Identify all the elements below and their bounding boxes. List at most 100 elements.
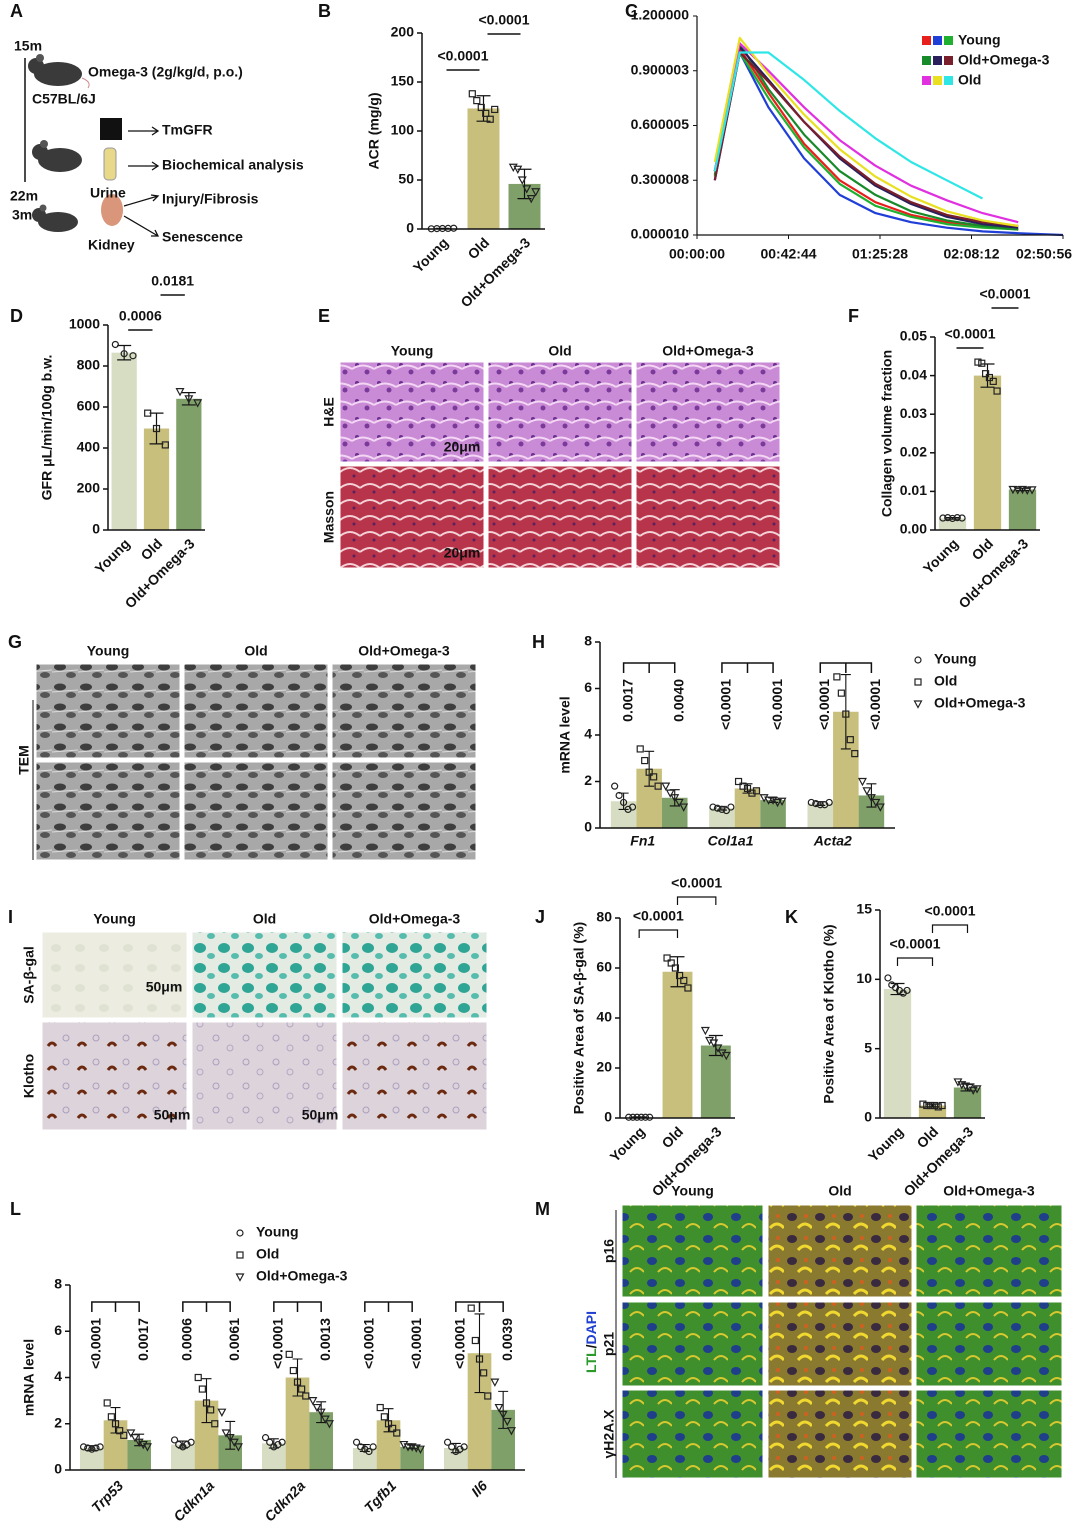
micrograph bbox=[635, 465, 781, 569]
bar bbox=[285, 1377, 310, 1470]
data-point bbox=[875, 803, 885, 812]
data-point bbox=[261, 1434, 270, 1442]
data-point bbox=[450, 224, 458, 232]
significance-bracket bbox=[676, 896, 717, 905]
output-label: Injury/Fibrosis bbox=[162, 191, 259, 207]
micrograph bbox=[915, 1204, 1063, 1298]
data-point bbox=[816, 801, 824, 809]
bar bbox=[262, 1443, 286, 1470]
data-point bbox=[490, 1378, 500, 1387]
micrograph bbox=[183, 761, 329, 861]
y-tick-label: 0.03 bbox=[900, 405, 927, 421]
data-point bbox=[170, 1436, 179, 1444]
column-header: Old+Omega-3 bbox=[358, 643, 450, 659]
data-point bbox=[650, 773, 658, 781]
data-point bbox=[221, 1429, 231, 1438]
data-point bbox=[144, 409, 152, 417]
data-point bbox=[120, 1431, 128, 1439]
data-point bbox=[645, 768, 653, 776]
p-value: 0.0061 bbox=[226, 1318, 242, 1361]
x-tick-label: Young bbox=[920, 535, 961, 576]
p-value: <0.0001 bbox=[438, 48, 489, 64]
legend-swatch bbox=[933, 56, 942, 65]
y-tick-label: 1000 bbox=[69, 316, 100, 332]
y-tick-label: 0 bbox=[92, 521, 100, 537]
y-tick-label: 0 bbox=[584, 819, 592, 835]
data-point bbox=[211, 1420, 219, 1428]
p-value: 0.0017 bbox=[619, 679, 635, 722]
data-point bbox=[517, 176, 527, 185]
data-point bbox=[974, 358, 982, 366]
data-point bbox=[700, 1026, 710, 1036]
data-point bbox=[225, 1434, 235, 1443]
data-point bbox=[972, 1085, 982, 1094]
panel-letter: L bbox=[10, 1199, 21, 1219]
data-point bbox=[866, 794, 876, 803]
data-point bbox=[513, 165, 523, 174]
panel-letter: J bbox=[535, 907, 545, 927]
data-point bbox=[175, 388, 185, 397]
data-point bbox=[471, 1336, 479, 1345]
data-point bbox=[978, 359, 986, 367]
error-bar bbox=[225, 1420, 236, 1450]
legend-label: Old bbox=[256, 1246, 279, 1262]
y-tick-label: 0 bbox=[54, 1461, 62, 1477]
y-axis-title: Positive Area of SA-β-gal (%) bbox=[571, 922, 587, 1114]
p-value: 0.0006 bbox=[179, 1318, 195, 1361]
data-point bbox=[1022, 486, 1032, 496]
data-point bbox=[722, 806, 731, 815]
p-value: <0.0001 bbox=[769, 679, 785, 730]
y-tick-label: 0.05 bbox=[900, 328, 927, 344]
data-point bbox=[130, 1434, 140, 1443]
treatment-label: Omega-3 (2g/kg/d, p.o.) bbox=[88, 64, 243, 80]
data-point bbox=[674, 798, 684, 808]
x-tick-label: 00:00:00 bbox=[669, 246, 725, 262]
micrograph bbox=[35, 761, 181, 861]
bar bbox=[734, 788, 761, 828]
column-header: Young bbox=[391, 343, 434, 359]
panel-letter: D bbox=[10, 306, 23, 326]
data-point bbox=[663, 954, 671, 962]
y-tick-label: 600 bbox=[77, 398, 101, 414]
scale-bar-label: 20μm bbox=[444, 439, 481, 455]
data-point bbox=[116, 1427, 124, 1435]
p-value: <0.0001 bbox=[88, 1318, 104, 1369]
data-point bbox=[126, 1429, 136, 1438]
data-point bbox=[641, 756, 649, 765]
p-value: <0.0001 bbox=[925, 903, 976, 919]
data-point bbox=[636, 745, 644, 753]
data-point bbox=[871, 798, 881, 808]
data-point bbox=[718, 805, 726, 814]
row-label: p16 bbox=[601, 1239, 617, 1263]
row-label: Klotho bbox=[21, 1054, 37, 1098]
y-tick-label: 0 bbox=[406, 220, 414, 236]
y-tick-label: 100 bbox=[391, 122, 415, 138]
data-point bbox=[680, 976, 688, 985]
data-point bbox=[202, 1399, 211, 1407]
data-point bbox=[111, 1420, 120, 1428]
y-tick-label: 0.01 bbox=[900, 482, 927, 498]
data-point bbox=[985, 373, 994, 382]
bar bbox=[176, 398, 202, 530]
panel-letter: G bbox=[8, 632, 22, 652]
data-point bbox=[926, 1101, 935, 1110]
bar bbox=[491, 1409, 515, 1470]
data-point bbox=[851, 749, 859, 758]
column-header: Young bbox=[93, 911, 136, 927]
data-point bbox=[1027, 486, 1037, 495]
micrograph bbox=[487, 465, 633, 569]
data-point bbox=[846, 736, 854, 744]
legend-label: Old bbox=[958, 72, 981, 88]
y-axis-title: ACR (mg/g) bbox=[366, 93, 382, 170]
data-point bbox=[522, 185, 532, 194]
p-value: <0.0001 bbox=[867, 679, 883, 730]
x-tick-label: 01:25:28 bbox=[852, 246, 908, 262]
schematic bbox=[24, 54, 160, 237]
data-point bbox=[930, 1101, 939, 1110]
bar bbox=[662, 971, 693, 1118]
data-point bbox=[365, 1447, 373, 1456]
legend-label: Young bbox=[256, 1224, 299, 1240]
data-point bbox=[103, 1399, 111, 1407]
y-tick-label: 50 bbox=[398, 171, 414, 187]
